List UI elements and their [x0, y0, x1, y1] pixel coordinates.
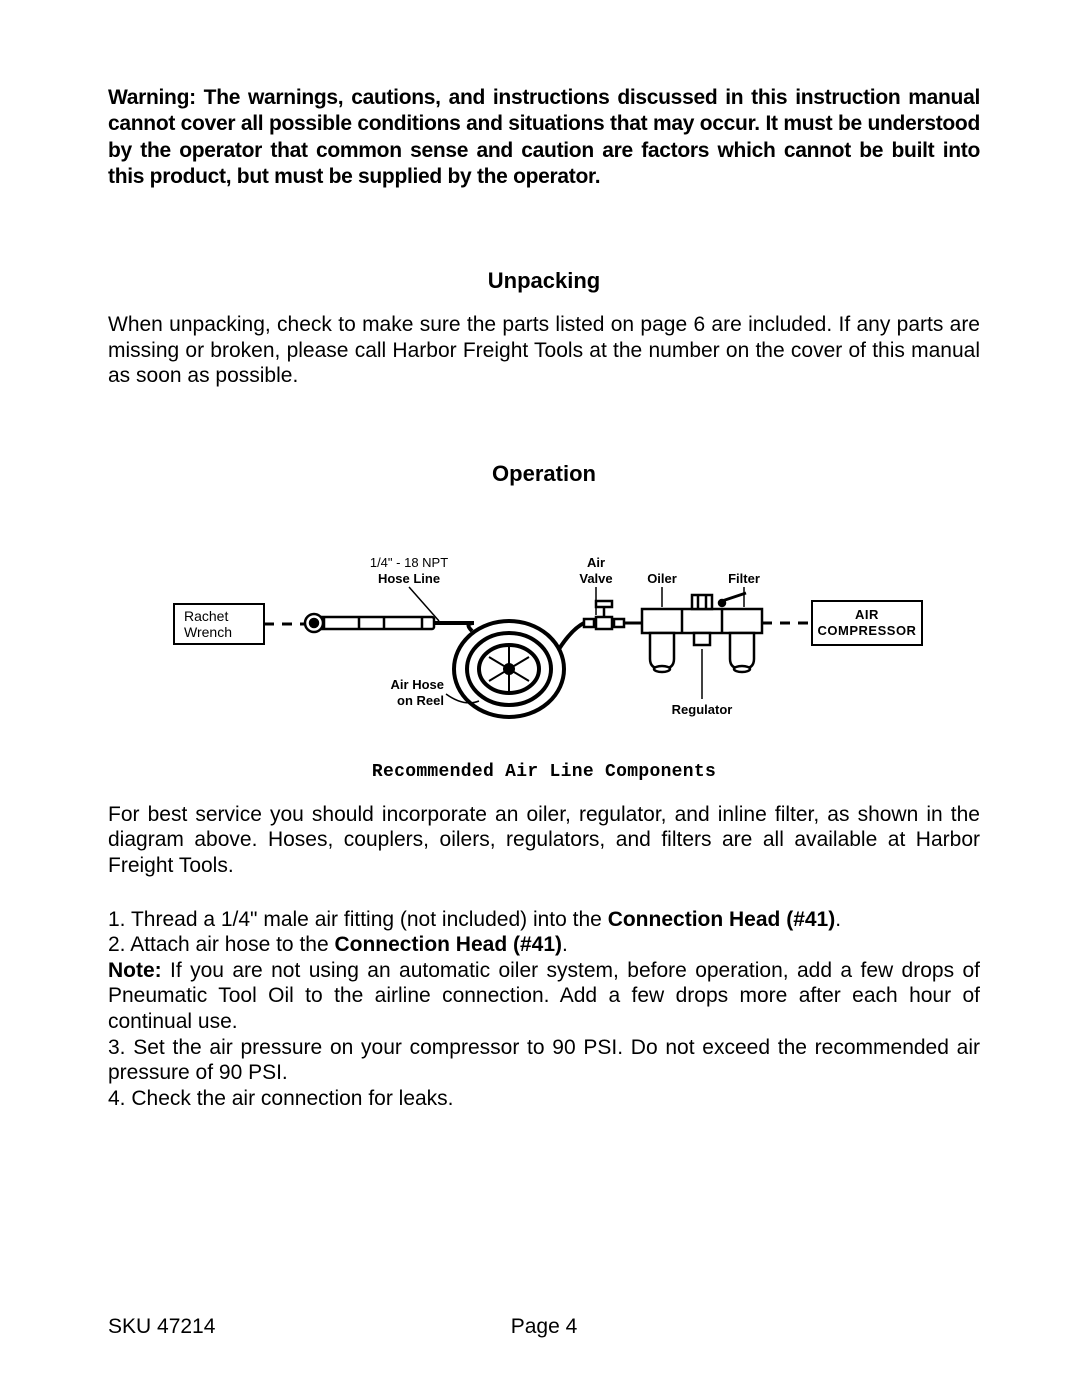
page-footer: SKU 47214 Page 4 — [108, 1315, 980, 1339]
heading-operation: Operation — [108, 461, 980, 487]
label-regulator: Regulator — [672, 702, 733, 717]
label-valve: Valve — [579, 571, 612, 586]
note: Note: If you are not using an automatic … — [108, 958, 980, 1035]
label-filter: Filter — [728, 571, 760, 586]
step-2: 2. Attach air hose to the Connection Hea… — [108, 932, 980, 958]
label-oiler: Oiler — [647, 571, 677, 586]
note-bold: Note: — [108, 959, 162, 982]
label-air: Air — [587, 555, 605, 570]
step-1-pre: 1. Thread a 1/4" male air fitting (not i… — [108, 908, 608, 931]
footer-sku: SKU 47214 — [108, 1315, 215, 1338]
step-2-pre: 2. Attach air hose to the — [108, 933, 334, 956]
step-1: 1. Thread a 1/4" male air fitting (not i… — [108, 907, 980, 933]
warning-text: Warning: The warnings, cautions, and ins… — [108, 85, 980, 190]
label-npt: 1/4" - 18 NPT — [370, 555, 448, 570]
step-2-bold: Connection Head (#41) — [334, 933, 562, 956]
diagram-caption: Recommended Air Line Components — [108, 762, 980, 782]
step-3: 3. Set the air pressure on your compress… — [108, 1035, 980, 1086]
label-wrench: Wrench — [184, 624, 232, 640]
unpacking-body: When unpacking, check to make sure the p… — [108, 312, 980, 389]
step-2-post: . — [562, 933, 568, 956]
label-hose-line: Hose Line — [378, 571, 440, 586]
label-comp1: AIR — [855, 607, 879, 622]
air-line-diagram: 1/4" - 18 NPT Hose Line Air Valve Oiler … — [164, 549, 924, 754]
label-airhose2: on Reel — [397, 693, 444, 708]
footer-page: Page 4 — [511, 1315, 578, 1339]
label-airhose1: Air Hose — [391, 677, 444, 692]
step-1-post: . — [835, 908, 841, 931]
heading-unpacking: Unpacking — [108, 268, 980, 294]
label-rachet: Rachet — [184, 608, 228, 624]
step-4: 4. Check the air connection for leaks. — [108, 1086, 980, 1112]
step-1-bold: Connection Head (#41) — [608, 908, 836, 931]
note-body: If you are not using an automatic oiler … — [108, 959, 980, 1033]
operation-intro: For best service you should incorporate … — [108, 802, 980, 879]
label-comp2: COMPRESSOR — [818, 623, 917, 638]
